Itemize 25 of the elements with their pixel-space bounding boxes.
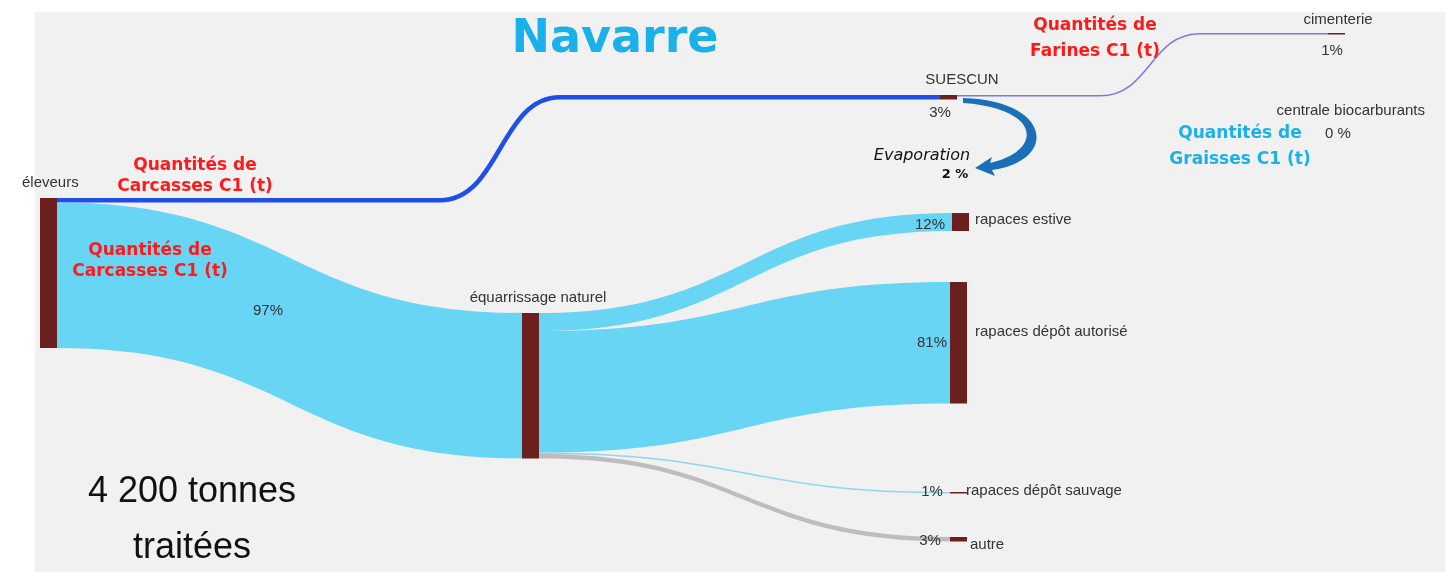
- data-label: 3%: [929, 103, 951, 120]
- text: 4 200 tonnes traitées: [87, 469, 297, 566]
- category-label: rapaces dépôt autorisé: [975, 322, 1128, 339]
- data-label: 0 %: [1325, 124, 1351, 141]
- data-label: 1%: [1321, 41, 1343, 58]
- category-label: équarrissage naturel: [469, 288, 607, 305]
- category-label: rapaces estive: [975, 210, 1072, 227]
- category-label: cimenterie: [1303, 10, 1373, 27]
- category-label: éleveurs: [22, 173, 79, 190]
- data-label: 12%: [914, 215, 946, 232]
- data-label: 3%: [919, 531, 941, 548]
- text: Quantités de Farines C1 (t): [1030, 14, 1160, 60]
- text: Quantités de Carcasses C1 (t): [72, 239, 228, 280]
- category-label: rapaces dépôt sauvage: [966, 481, 1122, 498]
- text: Quantités de Graisses C1 (t): [1169, 122, 1311, 168]
- category-label: autre: [970, 535, 1005, 552]
- text: Navarre: [511, 9, 719, 63]
- data-label: 1%: [921, 482, 943, 499]
- text: 2 %: [941, 166, 969, 181]
- data-label: 97%: [252, 301, 284, 318]
- text: Quantités de Carcasses C1 (t): [117, 154, 273, 195]
- category-label: SUESCUN: [925, 70, 999, 87]
- data-label: 81%: [916, 333, 948, 350]
- category-label: centrale biocarburants: [1276, 101, 1425, 118]
- text: Evaporation: [873, 145, 971, 164]
